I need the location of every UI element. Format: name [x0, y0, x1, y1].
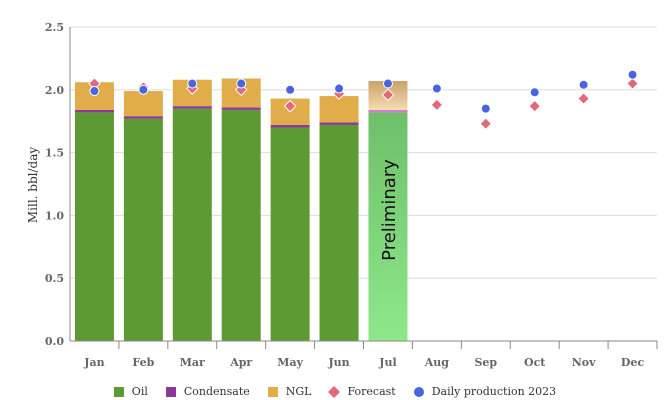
point-daily-production[interactable] — [334, 83, 345, 94]
legend: Oil Condensate NGL Forecast Daily production… — [0, 385, 670, 398]
y-tick-label: 0.0 — [45, 335, 64, 348]
legend-item[interactable]: Forecast — [328, 385, 396, 398]
y-tick-label: 2.5 — [45, 21, 64, 34]
x-tick-label: Oct — [524, 356, 546, 369]
bar-ngl[interactable] — [319, 96, 359, 123]
bar-condensate[interactable] — [123, 116, 163, 119]
legend-label: NGL — [285, 385, 312, 398]
y-tick-label: 1.0 — [45, 209, 64, 222]
bar-condensate[interactable] — [74, 109, 114, 113]
bar-oil[interactable] — [319, 124, 359, 341]
point-forecast[interactable] — [626, 77, 639, 90]
point-forecast[interactable] — [381, 88, 395, 102]
point-daily-production[interactable] — [480, 103, 491, 114]
x-tick-label: Jul — [378, 356, 396, 369]
point-daily-production[interactable] — [89, 86, 100, 97]
x-tick-label: Mar — [180, 356, 205, 369]
bar-oil[interactable] — [270, 127, 310, 341]
bar-oil[interactable] — [368, 112, 408, 342]
legend-label: Forecast — [347, 385, 396, 398]
point-forecast[interactable] — [479, 117, 493, 131]
x-tick-label: Jan — [83, 356, 104, 369]
x-tick-label: Jun — [327, 356, 349, 369]
bar-oil[interactable] — [172, 108, 212, 341]
bar-ngl[interactable] — [123, 91, 163, 117]
x-tick-label: May — [277, 356, 303, 369]
bar-oil[interactable] — [123, 118, 163, 341]
point-forecast[interactable] — [528, 99, 542, 113]
point-forecast[interactable] — [88, 77, 101, 90]
diamond-marker-icon — [328, 385, 341, 398]
bar-condensate[interactable] — [368, 109, 408, 113]
legend-item[interactable]: NGL — [267, 385, 312, 398]
point-daily-production[interactable] — [382, 78, 393, 89]
point-daily-production[interactable] — [578, 79, 589, 90]
swatch-icon — [165, 386, 176, 397]
point-daily-production[interactable] — [138, 84, 149, 95]
bar-condensate[interactable] — [319, 122, 359, 125]
point-forecast[interactable] — [283, 99, 297, 113]
swatch-icon — [113, 386, 124, 397]
bar-condensate[interactable] — [221, 107, 261, 110]
legend-label: Daily production 2023 — [431, 385, 557, 398]
x-tick-label: Sep — [474, 356, 497, 369]
chart: Mill. bbl/day Preliminary 0.0 0.5 1.0 1.5 2.0… — [26, 21, 658, 369]
x-tick-label: Aug — [424, 356, 450, 369]
point-daily-production[interactable] — [431, 83, 442, 94]
legend-item[interactable]: Condensate — [165, 385, 250, 398]
point-forecast[interactable] — [577, 92, 590, 105]
y-tick-label: 0.5 — [45, 272, 64, 285]
legend-item[interactable]: Oil — [113, 385, 148, 398]
x-tick-label: Nov — [572, 356, 596, 369]
bar-oil[interactable] — [74, 112, 114, 342]
point-daily-production[interactable] — [529, 87, 540, 98]
x-tick-label: Dec — [621, 356, 645, 369]
y-tick-label: 2.0 — [45, 84, 64, 97]
y-tick-label: 1.5 — [45, 147, 64, 160]
point-daily-production[interactable] — [627, 69, 638, 80]
point-daily-production[interactable] — [285, 84, 296, 95]
bar-condensate[interactable] — [270, 124, 310, 128]
circle-marker-icon — [413, 386, 424, 397]
bar-oil[interactable] — [221, 109, 261, 342]
legend-label: Oil — [131, 385, 148, 398]
point-forecast[interactable] — [430, 98, 444, 112]
point-daily-production[interactable] — [236, 78, 247, 89]
y-axis-label: Mill. bbl/day — [26, 147, 40, 224]
swatch-icon — [267, 386, 278, 397]
x-tick-label: Apr — [229, 356, 252, 369]
legend-item[interactable]: Daily production 2023 — [413, 385, 557, 398]
point-daily-production[interactable] — [187, 78, 198, 89]
bar-condensate[interactable] — [172, 106, 212, 109]
legend-label: Condensate — [183, 385, 250, 398]
annotation-preliminary: Preliminary — [379, 159, 400, 261]
x-tick-label: Feb — [132, 356, 154, 369]
